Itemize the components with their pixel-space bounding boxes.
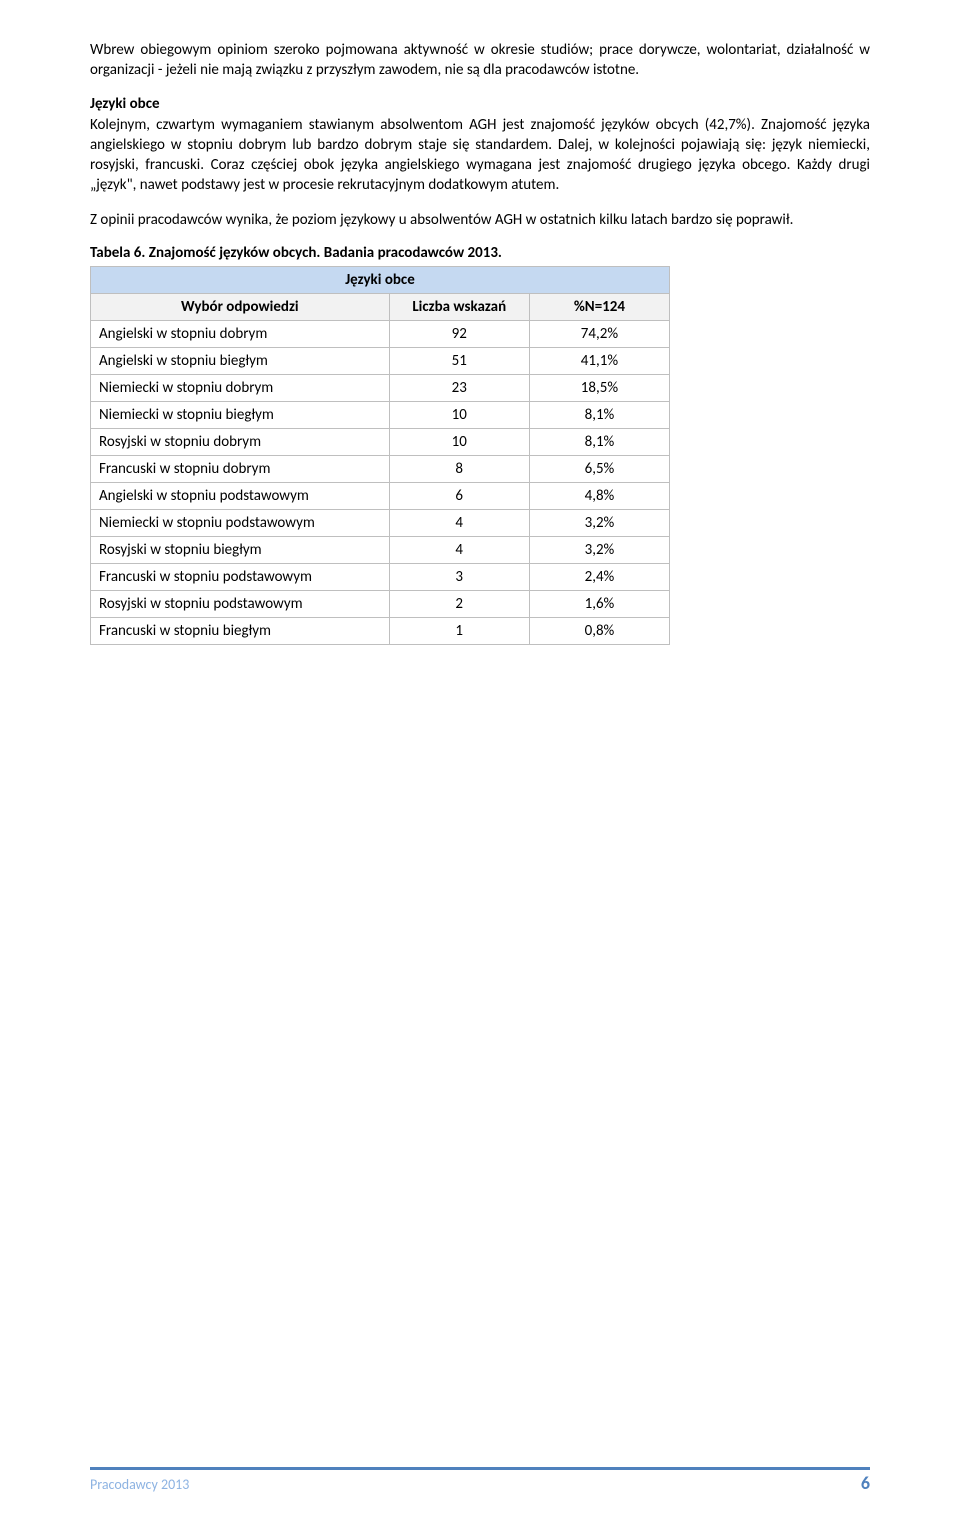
table-cell-label: Angielski w stopniu dobrym xyxy=(91,320,390,347)
table-row: Angielski w stopniu podstawowym64,8% xyxy=(91,482,670,509)
table-cell-pct: 41,1% xyxy=(529,347,669,374)
table-row: Angielski w stopniu dobrym9274,2% xyxy=(91,320,670,347)
section-heading-languages: Języki obce xyxy=(90,95,870,113)
table-cell-label: Rosyjski w stopniu biegłym xyxy=(91,536,390,563)
table-cell-pct: 3,2% xyxy=(529,536,669,563)
table-cell-count: 92 xyxy=(389,320,529,347)
footer-text-left: Pracodawcy 2013 xyxy=(90,1476,189,1493)
table-header-row: Wybór odpowiedzi Liczba wskazań %N=124 xyxy=(91,293,670,320)
table-cell-count: 4 xyxy=(389,536,529,563)
table-cell-label: Niemiecki w stopniu biegłym xyxy=(91,401,390,428)
table-row: Rosyjski w stopniu dobrym108,1% xyxy=(91,428,670,455)
table-row: Rosyjski w stopniu podstawowym21,6% xyxy=(91,590,670,617)
table-cell-count: 2 xyxy=(389,590,529,617)
table-cell-count: 6 xyxy=(389,482,529,509)
table-row: Francuski w stopniu biegłym10,8% xyxy=(91,617,670,644)
table-cell-pct: 8,1% xyxy=(529,401,669,428)
table-header-label: Wybór odpowiedzi xyxy=(91,293,390,320)
paragraph-intro: Wbrew obiegowym opiniom szeroko pojmowan… xyxy=(90,40,870,81)
table-cell-pct: 74,2% xyxy=(529,320,669,347)
table-cell-label: Angielski w stopniu podstawowym xyxy=(91,482,390,509)
table-cell-pct: 4,8% xyxy=(529,482,669,509)
table-cell-pct: 8,1% xyxy=(529,428,669,455)
footer-row: Pracodawcy 2013 6 xyxy=(90,1472,870,1494)
table-row: Francuski w stopniu podstawowym32,4% xyxy=(91,563,670,590)
table-cell-label: Rosyjski w stopniu podstawowym xyxy=(91,590,390,617)
languages-table: Języki obce Wybór odpowiedzi Liczba wska… xyxy=(90,266,670,645)
table-cell-label: Francuski w stopniu biegłym xyxy=(91,617,390,644)
paragraph-languages-1: Kolejnym, czwartym wymaganiem stawianym … xyxy=(90,115,870,196)
footer-divider xyxy=(90,1467,870,1470)
table-cell-label: Francuski w stopniu podstawowym xyxy=(91,563,390,590)
table-cell-label: Niemiecki w stopniu dobrym xyxy=(91,374,390,401)
table-cell-label: Rosyjski w stopniu dobrym xyxy=(91,428,390,455)
table-header-count: Liczba wskazań xyxy=(389,293,529,320)
table-cell-pct: 2,4% xyxy=(529,563,669,590)
page-footer: Pracodawcy 2013 6 xyxy=(90,1467,870,1494)
table-cell-label: Francuski w stopniu dobrym xyxy=(91,455,390,482)
table-cell-label: Niemiecki w stopniu podstawowym xyxy=(91,509,390,536)
table-cell-pct: 1,6% xyxy=(529,590,669,617)
table-cell-count: 51 xyxy=(389,347,529,374)
table-row: Niemiecki w stopniu biegłym108,1% xyxy=(91,401,670,428)
table-cell-pct: 6,5% xyxy=(529,455,669,482)
table-header-pct: %N=124 xyxy=(529,293,669,320)
table-row: Francuski w stopniu dobrym86,5% xyxy=(91,455,670,482)
table-row: Niemiecki w stopniu podstawowym43,2% xyxy=(91,509,670,536)
table-cell-count: 10 xyxy=(389,428,529,455)
table-title-row: Języki obce xyxy=(91,266,670,293)
table-row: Niemiecki w stopniu dobrym2318,5% xyxy=(91,374,670,401)
table-cell-pct: 3,2% xyxy=(529,509,669,536)
table-cell-pct: 18,5% xyxy=(529,374,669,401)
table-cell-count: 4 xyxy=(389,509,529,536)
table-cell-count: 3 xyxy=(389,563,529,590)
paragraph-languages-2: Z opinii pracodawców wynika, że poziom j… xyxy=(90,210,870,230)
table-cell-pct: 0,8% xyxy=(529,617,669,644)
table-caption: Tabela 6. Znajomość języków obcych. Bada… xyxy=(90,244,870,262)
page: Wbrew obiegowym opiniom szeroko pojmowan… xyxy=(0,0,960,1524)
table-cell-count: 23 xyxy=(389,374,529,401)
table-row: Rosyjski w stopniu biegłym43,2% xyxy=(91,536,670,563)
table-cell-label: Angielski w stopniu biegłym xyxy=(91,347,390,374)
table-title-cell: Języki obce xyxy=(91,266,670,293)
table-cell-count: 10 xyxy=(389,401,529,428)
table-row: Angielski w stopniu biegłym5141,1% xyxy=(91,347,670,374)
footer-page-number: 6 xyxy=(861,1472,870,1494)
table-cell-count: 1 xyxy=(389,617,529,644)
table-cell-count: 8 xyxy=(389,455,529,482)
